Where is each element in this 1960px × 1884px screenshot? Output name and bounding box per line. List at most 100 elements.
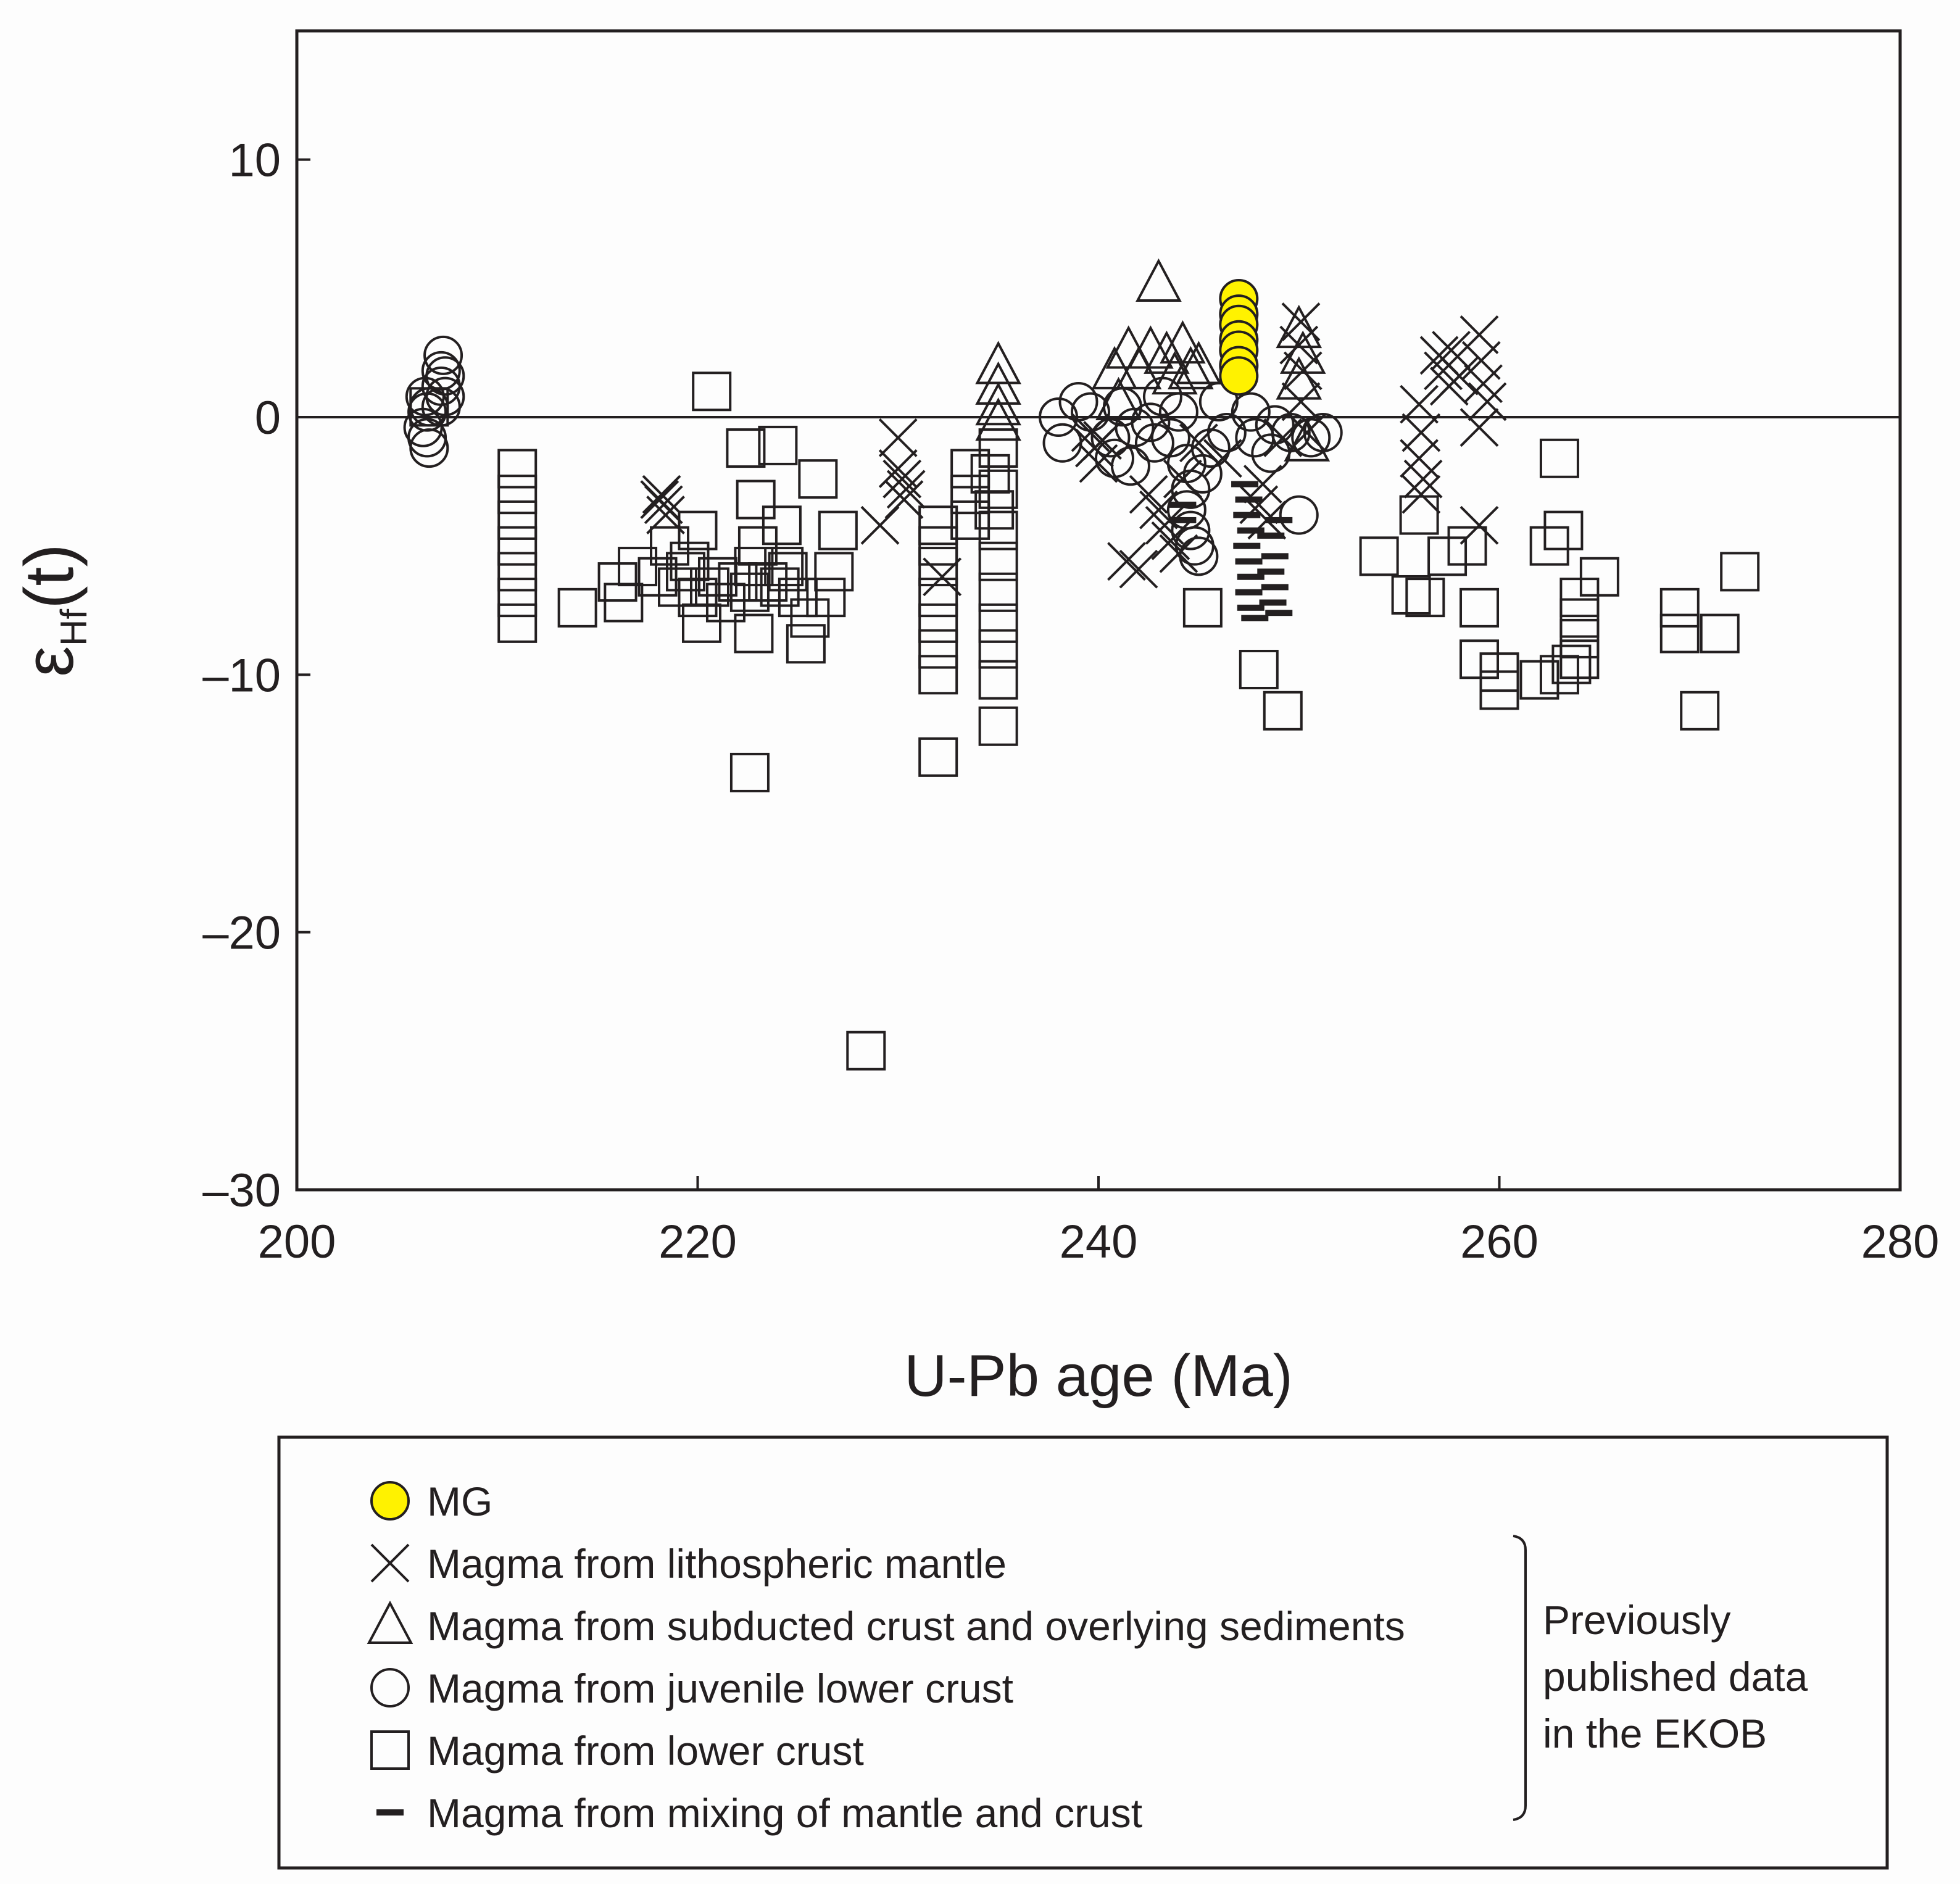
data-point-dash bbox=[1235, 589, 1263, 595]
data-point-square bbox=[734, 613, 774, 654]
data-point-dash bbox=[1261, 553, 1289, 560]
data-point-circle bbox=[1251, 433, 1291, 473]
axis-ticks bbox=[296, 158, 1901, 1191]
data-point-circle bbox=[1231, 392, 1271, 432]
tick-labels: 200 220 240 260 280 10 0 –10 –20 –30 bbox=[202, 135, 1939, 1268]
data-point-square bbox=[658, 567, 698, 607]
data-point-square bbox=[1539, 655, 1579, 695]
data-point-square bbox=[806, 578, 846, 618]
legend-bracket-line-3: in the EKOB bbox=[1543, 1711, 1767, 1756]
data-point-square bbox=[497, 603, 538, 643]
data-point-x bbox=[640, 480, 679, 519]
data-point-square bbox=[650, 526, 690, 566]
data-point-square bbox=[1680, 691, 1720, 731]
data-point-circle bbox=[1206, 413, 1247, 453]
data-point-triangle bbox=[1276, 356, 1323, 400]
legend-marker-filled-circle bbox=[370, 1481, 410, 1521]
data-point-square bbox=[814, 552, 854, 592]
data-point-circle bbox=[1271, 413, 1311, 453]
data-point-square bbox=[764, 547, 804, 587]
data-point-square bbox=[1659, 587, 1700, 628]
data-point-circle bbox=[1182, 454, 1223, 494]
series-triangle bbox=[975, 258, 1331, 462]
svg-text:εHf(t): εHf(t) bbox=[10, 544, 94, 677]
data-point-square bbox=[597, 562, 637, 602]
legend-items: MG Magma from lithospheric mantle Magma fr… bbox=[367, 1479, 1405, 1836]
data-point-triangle bbox=[975, 382, 1021, 426]
data-point-square bbox=[778, 578, 818, 618]
legend-marker-dash bbox=[376, 1809, 404, 1816]
data-point-square bbox=[1539, 438, 1579, 478]
data-point-square bbox=[718, 562, 758, 602]
data-point-dash bbox=[1257, 532, 1285, 539]
data-point-dash bbox=[1237, 573, 1264, 580]
data-point-square bbox=[678, 510, 718, 550]
data-point-square bbox=[950, 449, 990, 489]
x-tick-label: 280 bbox=[1861, 1216, 1940, 1268]
legend-label: Magma from lithospheric mantle bbox=[427, 1541, 1007, 1587]
data-point-circle bbox=[409, 428, 449, 468]
data-point-square bbox=[1399, 495, 1439, 535]
data-point-square bbox=[918, 603, 958, 643]
data-point-square bbox=[818, 510, 858, 550]
data-point-square bbox=[1519, 660, 1559, 700]
data-point-circle bbox=[1158, 392, 1198, 432]
data-point-circle bbox=[423, 335, 463, 375]
data-point-triangle bbox=[975, 361, 1021, 405]
data-point-square bbox=[497, 578, 538, 618]
data-point-dash bbox=[1259, 599, 1287, 606]
data-point-triangle bbox=[1127, 325, 1174, 369]
x-axis-title: U-Pb age (Ma) bbox=[904, 1343, 1293, 1409]
data-point-square bbox=[1659, 613, 1700, 654]
data-point-circle bbox=[1058, 381, 1098, 421]
data-point-x bbox=[1424, 351, 1463, 391]
data-point-square bbox=[497, 475, 538, 515]
legend-label: Magma from mixing of mantle and crust bbox=[427, 1790, 1142, 1836]
y-tick-label: –20 bbox=[202, 907, 281, 960]
data-point-square bbox=[918, 629, 958, 669]
data-point-dash bbox=[1169, 501, 1197, 508]
legend-marker-x bbox=[370, 1543, 410, 1583]
data-point-square bbox=[689, 567, 729, 607]
data-point-square bbox=[1559, 639, 1600, 679]
data-point-square bbox=[734, 547, 774, 587]
data-point-square bbox=[1559, 618, 1600, 658]
y-axis-title-tail: (t) bbox=[10, 544, 88, 609]
data-point-square bbox=[918, 737, 958, 777]
data-point-x bbox=[1432, 331, 1471, 370]
data-points bbox=[403, 258, 1760, 1071]
y-tick-label: –30 bbox=[202, 1164, 281, 1217]
data-point-square bbox=[1239, 649, 1279, 689]
series-filled-circle bbox=[1219, 279, 1259, 396]
legend-marker-triangle bbox=[367, 1600, 413, 1644]
x-tick-label: 260 bbox=[1460, 1216, 1539, 1268]
data-point-circle bbox=[1198, 381, 1239, 421]
data-point-dash bbox=[1231, 481, 1259, 488]
data-point-square bbox=[618, 547, 658, 587]
data-point-square bbox=[729, 752, 770, 792]
data-point-square bbox=[978, 469, 1018, 509]
data-point-x bbox=[1203, 439, 1242, 478]
data-point-circle bbox=[1071, 392, 1111, 432]
data-point-square bbox=[705, 583, 745, 623]
series-dash bbox=[1169, 481, 1293, 621]
data-point-square bbox=[1447, 526, 1487, 566]
data-point-circle bbox=[1042, 423, 1082, 463]
data-point-triangle bbox=[1276, 304, 1323, 349]
data-point-x bbox=[1107, 542, 1146, 581]
data-point-square bbox=[1559, 578, 1600, 618]
data-point-square bbox=[1529, 526, 1569, 566]
data-point-circle bbox=[1110, 446, 1150, 486]
y-axis-title-main: ε bbox=[10, 646, 88, 677]
data-point-square bbox=[1579, 557, 1619, 597]
legend-label: Magma from juvenile lower crust bbox=[427, 1666, 1013, 1711]
data-point-x bbox=[1401, 475, 1441, 514]
data-point-dash bbox=[1169, 517, 1197, 523]
data-point-circle bbox=[1279, 495, 1319, 535]
data-point-triangle bbox=[1136, 258, 1182, 302]
legend-label: Magma from lower crust bbox=[427, 1728, 864, 1774]
data-point-square bbox=[978, 629, 1018, 669]
data-point-square bbox=[736, 479, 776, 520]
plot-frame bbox=[295, 29, 1902, 1192]
